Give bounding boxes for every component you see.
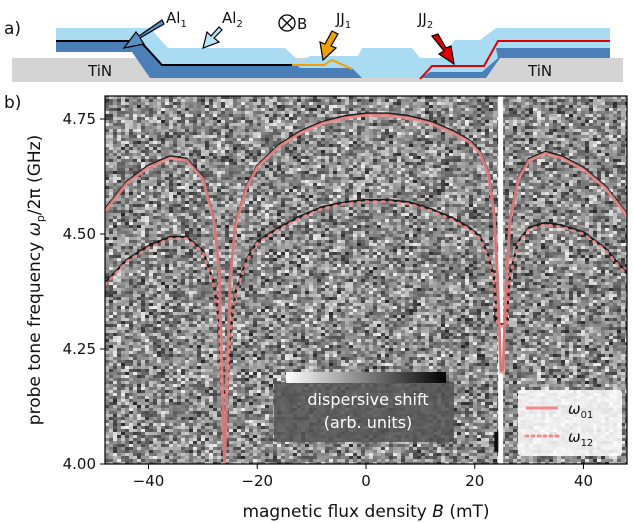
al2-arrow-icon: [202, 26, 223, 49]
al1-layer: [56, 40, 610, 78]
tin-left-label: TiN: [87, 62, 112, 80]
x-tick-label: 40: [574, 472, 593, 490]
legend: ω01 ω12: [518, 390, 622, 456]
dark-block: [494, 431, 499, 452]
colorbar-label-line1: dispersive shift: [307, 390, 428, 409]
al2-label: Al2: [222, 9, 243, 30]
panel-b: b) dispersive shift (arb. units) ω01 ω12…: [4, 93, 628, 522]
y-axis-label: probe tone frequency ωp/2π (GHz): [25, 135, 47, 425]
x-axis-ticks: −40 −20 0 20 40: [133, 464, 593, 490]
x-axis-label: magnetic flux density B (mT): [242, 502, 489, 522]
legend-w01-label: ω01: [568, 400, 593, 421]
x-tick-label: −40: [133, 472, 165, 490]
b-field-into-page-icon: [278, 14, 296, 32]
jj2-label: JJ2: [417, 10, 433, 31]
al1-edge-line: [56, 40, 296, 66]
y-tick-label: 4.25: [63, 340, 96, 358]
b-field-label: B: [297, 15, 307, 33]
y-tick-label: 4.75: [63, 110, 96, 128]
x-tick-label: 0: [361, 472, 371, 490]
al1-label: Al1: [166, 9, 187, 30]
jj2-arrow-icon: [430, 33, 455, 66]
colorbar-inset: dispersive shift (arb. units): [274, 372, 454, 442]
x-tick-label: 20: [465, 472, 484, 490]
y-axis-ticks: 4.00 4.25 4.50 4.75: [63, 110, 105, 473]
heatmap-noise: [105, 96, 627, 464]
panel-b-label: b): [4, 93, 21, 113]
y-tick-label: 4.50: [63, 225, 96, 243]
jj1-label: JJ1: [335, 10, 351, 31]
jj1-arrow-icon: [319, 30, 339, 62]
white-stripe: [498, 96, 504, 464]
legend-w12-label: ω12: [568, 428, 593, 449]
fit-curve-w12: [105, 200, 627, 397]
jj1-line: [292, 58, 353, 70]
al1-arrow-icon: [122, 19, 165, 49]
colorbar-gradient: [286, 372, 446, 383]
jj2-line: [419, 40, 610, 80]
fit-curves: [105, 113, 627, 464]
panel-a-label: a): [4, 19, 21, 39]
fit-curve-w01: [105, 113, 627, 464]
y-tick-label: 4.00: [63, 455, 96, 473]
x-tick-label: −20: [241, 472, 273, 490]
tin-right-label: TiN: [527, 62, 552, 80]
colorbar-label-line2: (arb. units): [324, 413, 413, 432]
panel-a: a) TiN TiN Al1 Al2 B JJ1: [4, 9, 623, 82]
